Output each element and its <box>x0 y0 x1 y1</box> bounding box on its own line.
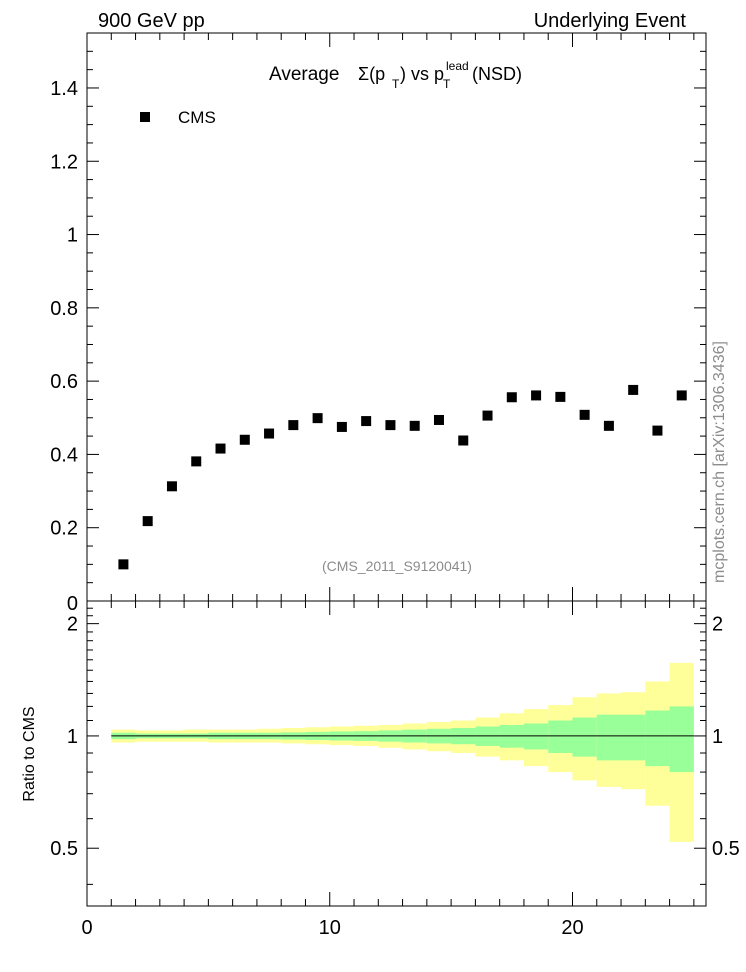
data-point <box>652 425 663 436</box>
data-point <box>118 559 129 570</box>
main-axes: 0.2 0.4 0.6 0.8 1 1.2 1.4 0 <box>50 33 706 615</box>
data-point <box>142 516 153 527</box>
data-point <box>676 390 687 401</box>
ratio-band-bin <box>645 710 670 767</box>
x-tick-label: 20 <box>561 917 583 939</box>
legend-marker <box>140 112 150 122</box>
legend: CMS <box>140 108 216 127</box>
data-point <box>191 456 202 467</box>
data-point <box>361 416 372 427</box>
data-point <box>482 410 493 421</box>
ratio-band-bin <box>621 714 646 761</box>
data-point <box>166 481 177 492</box>
ratio-band-bin <box>572 717 597 757</box>
data-point <box>603 420 614 431</box>
title-prefix: Average <box>269 64 339 85</box>
ratio-band-bin <box>523 723 549 750</box>
data-point <box>336 421 347 432</box>
data-point <box>215 443 226 454</box>
ratio-y-tick-label-left: 1 <box>67 726 78 748</box>
title-sub-t1: T <box>392 77 400 91</box>
ratio-band-bin <box>596 714 622 761</box>
x-tick-label: 10 <box>319 917 341 939</box>
main-marks <box>118 384 687 570</box>
title-sub-t2: T <box>443 77 451 91</box>
data-point <box>628 384 639 395</box>
data-point <box>312 413 323 424</box>
y-tick-label: 0.8 <box>50 298 78 320</box>
y-tick-label-zero: 0 <box>67 593 78 615</box>
analysis-label: Underlying Event <box>534 10 687 32</box>
y-tick-label: 1.2 <box>50 151 78 173</box>
y-tick-label: 0.2 <box>50 518 78 540</box>
source-side-label: mcplots.cern.ch [arXiv:1306.3436] <box>711 341 728 583</box>
ratio-y-tick-label-left: 2 <box>67 614 78 636</box>
y-tick-label: 1.4 <box>50 78 78 100</box>
y-tick-label: 0.4 <box>50 444 78 466</box>
data-point <box>506 392 517 403</box>
ratio-frame <box>86 600 707 907</box>
collision-label: 900 GeV pp <box>98 10 205 32</box>
plot-title: Average Σ(p T ) vs p lead T (NSD) <box>269 59 522 91</box>
x-tick-label: 0 <box>81 917 92 939</box>
data-point <box>458 435 469 446</box>
ratio-ylabel: Ratio to CMS <box>21 706 38 801</box>
analysis-watermark: (CMS_2011_S9120041) <box>322 558 472 574</box>
ratio-band-bin <box>669 706 694 773</box>
title-mid: ) vs p <box>400 64 444 84</box>
legend-label: CMS <box>178 108 216 127</box>
data-point <box>264 428 275 439</box>
ratio-axes: 0.5 0.51 12 20 10 20 <box>50 601 740 939</box>
ratio-y-tick-label-right: 0.5 <box>712 838 740 860</box>
title-sigma: Σ(p <box>358 64 385 84</box>
main-panel: 0.2 0.4 0.6 0.8 1 1.2 1.4 0 Average Σ(p T ) vs … <box>50 32 707 615</box>
data-point <box>239 434 250 445</box>
data-point <box>579 409 590 420</box>
y-tick-label: 0.6 <box>50 371 78 393</box>
ratio-y-tick-label-right: 2 <box>712 614 723 636</box>
ratio-band-bin <box>548 720 573 753</box>
ratio-y-tick-label-right: 1 <box>712 726 723 748</box>
title-suffix: (NSD) <box>472 64 522 84</box>
data-point <box>385 420 396 431</box>
data-point <box>433 414 444 425</box>
data-point <box>555 391 566 402</box>
title-sup-lead: lead <box>446 59 469 73</box>
ratio-panel: 0.5 0.51 12 20 10 20 Ratio to CMS <box>21 600 740 939</box>
data-point <box>409 420 420 431</box>
ratio-y-tick-label-left: 0.5 <box>50 838 78 860</box>
y-tick-label: 1 <box>67 225 78 247</box>
data-point <box>531 390 542 401</box>
data-point <box>288 420 299 431</box>
ratio-marks <box>111 662 694 842</box>
